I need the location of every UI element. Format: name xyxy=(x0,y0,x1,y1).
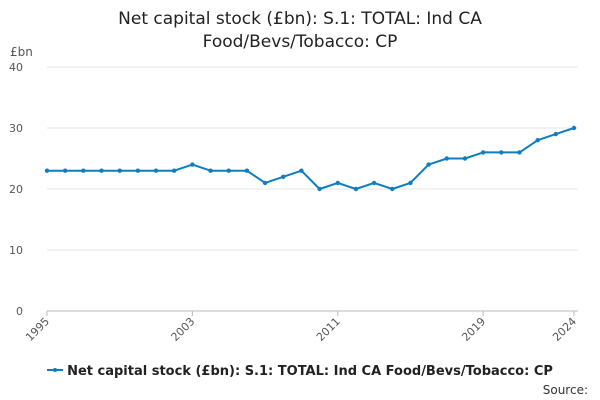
data-point xyxy=(153,168,159,173)
data-point xyxy=(535,138,540,143)
data-point xyxy=(335,180,340,186)
data-point xyxy=(553,131,559,137)
legend-swatch xyxy=(47,367,64,372)
x-tick-label: 1995 xyxy=(23,315,52,344)
chart-title-line-2: Food/Bevs/Tobacco: CP xyxy=(202,32,398,52)
legend: Net capital stock (£bn): S.1: TOTAL: Ind… xyxy=(0,364,600,379)
data-point xyxy=(81,168,86,173)
data-point xyxy=(172,168,177,173)
gridlines xyxy=(47,66,578,312)
data-point xyxy=(480,150,486,155)
data-point xyxy=(390,186,395,192)
data-point xyxy=(444,156,449,161)
data-point xyxy=(299,168,304,173)
y-tick-label: 0 xyxy=(16,305,23,318)
series-group xyxy=(44,125,577,192)
x-tick-label: 2003 xyxy=(169,315,198,344)
data-point xyxy=(135,168,141,173)
y-tick-label: 20 xyxy=(9,183,23,196)
data-point xyxy=(317,186,322,192)
data-point xyxy=(44,168,50,173)
data-point xyxy=(408,180,413,186)
data-point xyxy=(117,168,122,173)
data-point xyxy=(371,180,377,186)
data-point xyxy=(190,162,195,167)
data-point xyxy=(244,168,250,173)
series-line xyxy=(47,127,575,190)
y-tick-label: 30 xyxy=(9,122,23,135)
x-tick-label: 2011 xyxy=(314,315,343,344)
legend-label: Net capital stock (£bn): S.1: TOTAL: Ind… xyxy=(67,364,553,379)
chart-title: Net capital stock (£bn): S.1: TOTAL: Ind… xyxy=(0,8,600,54)
x-tick-label: 2024 xyxy=(550,315,579,344)
data-point xyxy=(262,180,268,186)
data-point xyxy=(517,150,522,155)
chart-title-line-1: Net capital stock (£bn): S.1: TOTAL: Ind… xyxy=(118,9,482,29)
y-tick-label: 10 xyxy=(9,244,23,257)
y-tick-label: 40 xyxy=(9,61,23,74)
data-point xyxy=(99,168,104,173)
data-point xyxy=(208,168,213,173)
y-axis-ticks: 0 10 20 30 40 xyxy=(9,61,23,318)
data-point xyxy=(281,174,286,179)
source-label: Source: xyxy=(542,383,588,397)
x-tick-label: 2019 xyxy=(459,315,488,344)
data-point xyxy=(426,162,431,167)
y-axis-label: £bn xyxy=(10,45,33,59)
data-point xyxy=(226,168,231,173)
data-point xyxy=(62,168,68,173)
data-point xyxy=(462,156,468,161)
x-axis-ticks: 1995 2003 2011 2019 2024 xyxy=(23,311,579,344)
data-point xyxy=(353,186,359,192)
data-point xyxy=(571,125,577,131)
data-point xyxy=(499,150,504,155)
